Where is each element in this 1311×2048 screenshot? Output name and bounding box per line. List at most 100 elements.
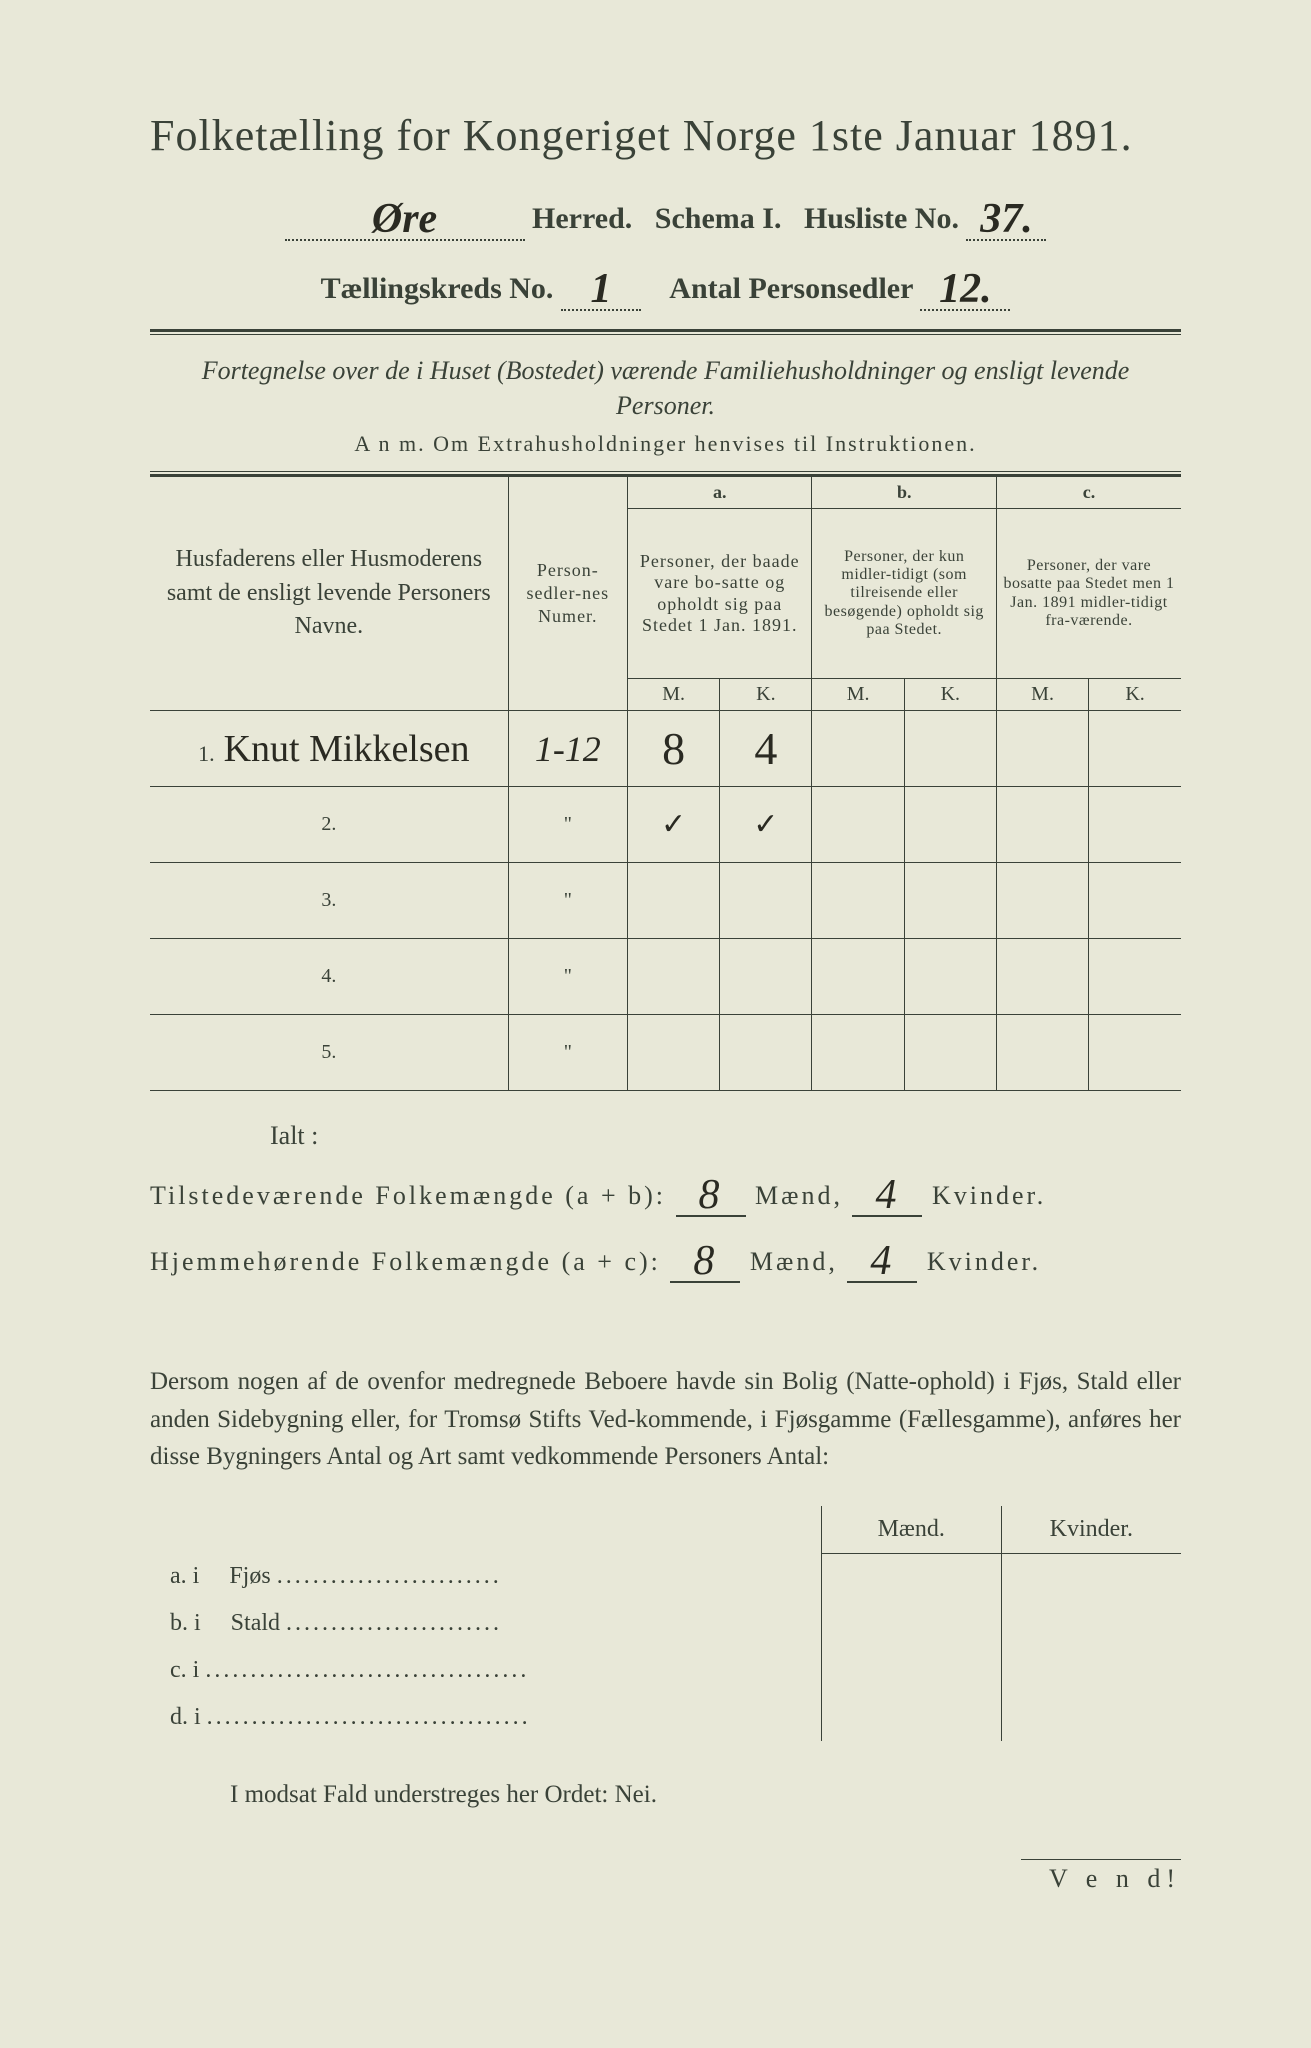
bt-m bbox=[821, 1647, 1001, 1694]
totals-l2-m-field: 8 bbox=[670, 1233, 740, 1283]
explanatory-paragraph: Dersom nogen af de ovenfor medregnede Be… bbox=[150, 1363, 1181, 1476]
cell-a-k bbox=[720, 1015, 812, 1091]
cell-c-m bbox=[996, 1015, 1088, 1091]
building-row: b. i Stald ........................ bbox=[150, 1600, 1181, 1647]
table-row: 2. " ✓ ✓ bbox=[150, 787, 1181, 863]
kvinder-label: Kvinder. bbox=[932, 1181, 1046, 1210]
cell-name: 4. bbox=[150, 939, 508, 1015]
maend-label: Mænd, bbox=[755, 1181, 843, 1210]
bt-k bbox=[1001, 1647, 1181, 1694]
bt-head-maend: Mænd. bbox=[821, 1506, 1001, 1554]
cell-c-k bbox=[1089, 863, 1181, 939]
cell-c-k bbox=[1089, 787, 1181, 863]
totals-line-1-label: Tilstedeværende Folkemængde (a + b): bbox=[150, 1181, 666, 1210]
totals-heading: Ialt : bbox=[150, 1121, 1181, 1151]
col-header-c-text: Personer, der vare bosatte paa Stedet me… bbox=[996, 509, 1181, 679]
page-title: Folketælling for Kongeriget Norge 1ste J… bbox=[150, 110, 1181, 161]
cell-c-k bbox=[1089, 711, 1181, 787]
husliste-label: Husliste No. bbox=[804, 202, 959, 235]
table-row: 3. " bbox=[150, 863, 1181, 939]
table-row: 1. Knut Mikkelsen 1-12 8 4 bbox=[150, 711, 1181, 787]
bt-m bbox=[821, 1694, 1001, 1741]
husliste-value: 37. bbox=[980, 196, 1033, 242]
antal-value: 12. bbox=[939, 266, 992, 312]
building-row: c. i ...................................… bbox=[150, 1647, 1181, 1694]
col-header-b-text: Personer, der kun midler-tidigt (som til… bbox=[812, 509, 996, 679]
cell-name: 1. Knut Mikkelsen bbox=[150, 711, 508, 787]
cell-b-m bbox=[812, 863, 904, 939]
cell-b-k bbox=[904, 1015, 996, 1091]
col-header-c-letter: c. bbox=[996, 477, 1181, 509]
mk-b-m: M. bbox=[812, 679, 904, 711]
census-form-page: Folketælling for Kongeriget Norge 1ste J… bbox=[0, 0, 1311, 2048]
cell-num: " bbox=[508, 939, 627, 1015]
maend-label: Mænd, bbox=[750, 1247, 838, 1276]
cell-a-k bbox=[720, 939, 812, 1015]
cell-a-m: 8 bbox=[628, 711, 720, 787]
herred-label: Herred. bbox=[532, 202, 632, 235]
husliste-field: 37. bbox=[966, 191, 1046, 241]
kreds-label: Tællingskreds No. bbox=[321, 272, 554, 305]
cell-a-m bbox=[628, 1015, 720, 1091]
cell-name: 5. bbox=[150, 1015, 508, 1091]
mk-c-k: K. bbox=[1089, 679, 1181, 711]
cell-num: 1-12 bbox=[508, 711, 627, 787]
cell-name: 3. bbox=[150, 863, 508, 939]
rule-divider bbox=[150, 329, 1181, 335]
bt-k bbox=[1001, 1600, 1181, 1647]
herred-field: Øre bbox=[285, 191, 525, 241]
mk-c-m: M. bbox=[996, 679, 1088, 711]
col-header-a-letter: a. bbox=[628, 477, 812, 509]
kvinder-label: Kvinder. bbox=[927, 1247, 1041, 1276]
totals-l2-k-field: 4 bbox=[847, 1233, 917, 1283]
cell-a-m bbox=[628, 939, 720, 1015]
totals-l1-k-field: 4 bbox=[852, 1167, 922, 1217]
col-header-b-letter: b. bbox=[812, 477, 996, 509]
totals-l1-m-field: 8 bbox=[676, 1167, 746, 1217]
mk-b-k: K. bbox=[904, 679, 996, 711]
form-subtitle: Fortegnelse over de i Huset (Bostedet) v… bbox=[150, 353, 1181, 423]
bt-m bbox=[821, 1553, 1001, 1600]
bt-empty bbox=[150, 1506, 821, 1554]
kreds-field: 1 bbox=[561, 261, 641, 311]
household-table: Husfaderens eller Husmoderens samt de en… bbox=[150, 477, 1181, 1091]
cell-b-m bbox=[812, 939, 904, 1015]
bt-label: b. i Stald ........................ bbox=[150, 1600, 821, 1647]
schema-label: Schema I. bbox=[655, 202, 782, 235]
cell-name: 2. bbox=[150, 787, 508, 863]
bt-label: a. i Fjøs ......................... bbox=[150, 1553, 821, 1600]
table-row: 4. " bbox=[150, 939, 1181, 1015]
bt-k bbox=[1001, 1553, 1181, 1600]
bt-m bbox=[821, 1600, 1001, 1647]
mk-a-k: K. bbox=[720, 679, 812, 711]
totals-line-1: Tilstedeværende Folkemængde (a + b): 8 M… bbox=[150, 1167, 1181, 1217]
totals-line-2-label: Hjemmehørende Folkemængde (a + c): bbox=[150, 1247, 661, 1276]
building-table-header: Mænd. Kvinder. bbox=[150, 1506, 1181, 1554]
cell-num: " bbox=[508, 1015, 627, 1091]
cell-c-k bbox=[1089, 939, 1181, 1015]
building-row: a. i Fjøs ......................... bbox=[150, 1553, 1181, 1600]
building-table: Mænd. Kvinder. a. i Fjøs ...............… bbox=[150, 1506, 1181, 1742]
cell-b-k bbox=[904, 711, 996, 787]
table-header-row-1: Husfaderens eller Husmoderens samt de en… bbox=[150, 477, 1181, 509]
cell-b-m bbox=[812, 711, 904, 787]
cell-b-k bbox=[904, 939, 996, 1015]
col-header-num: Person-sedler-nes Numer. bbox=[508, 477, 627, 711]
cell-num: " bbox=[508, 863, 627, 939]
building-row: d. i ...................................… bbox=[150, 1694, 1181, 1741]
cell-b-k bbox=[904, 787, 996, 863]
cell-a-k bbox=[720, 863, 812, 939]
cell-c-m bbox=[996, 711, 1088, 787]
header-line-2: Tællingskreds No. 1 Antal Personsedler 1… bbox=[150, 261, 1181, 311]
herred-value: Øre bbox=[372, 196, 437, 242]
cell-b-m bbox=[812, 1015, 904, 1091]
mk-a-m: M. bbox=[628, 679, 720, 711]
col-header-a-text: Personer, der baade vare bo-satte og oph… bbox=[628, 509, 812, 679]
cell-c-m bbox=[996, 939, 1088, 1015]
form-annotation: A n m. Om Extrahusholdninger henvises ti… bbox=[150, 431, 1181, 457]
cell-c-k bbox=[1089, 1015, 1181, 1091]
bt-label: d. i ...................................… bbox=[150, 1694, 821, 1741]
cell-num: " bbox=[508, 787, 627, 863]
cell-a-k: 4 bbox=[720, 711, 812, 787]
cell-a-m bbox=[628, 863, 720, 939]
